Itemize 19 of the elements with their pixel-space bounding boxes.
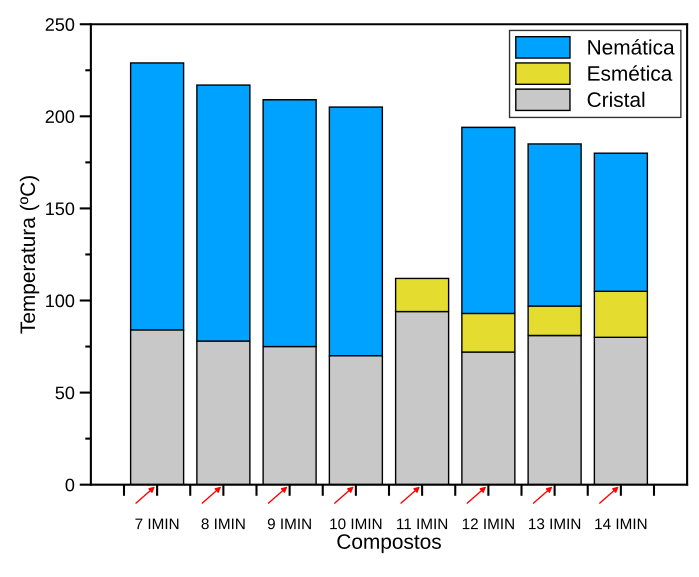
x-tick-label: 8 IMIN	[202, 518, 245, 530]
y-tick-label: 200	[46, 110, 74, 124]
legend-label: Esmética	[588, 65, 672, 81]
y-axis-title: Temperatura (ºC)	[20, 176, 40, 334]
x-tick-label: 12 IMIN	[462, 518, 514, 530]
y-tick-label: 0	[66, 478, 74, 492]
legend-label: Cristal	[588, 92, 644, 108]
x-tick-label: 7 IMIN	[135, 518, 178, 530]
legend-label: Nemática	[588, 39, 675, 55]
y-tick-label: 150	[46, 202, 74, 216]
x-tick-label: 10 IMIN	[330, 518, 382, 530]
y-tick-label: 100	[46, 294, 74, 308]
x-tick-label: 11 IMIN	[397, 518, 448, 530]
x-axis-title: Compostos	[337, 534, 441, 554]
x-tick-label: 14 IMIN	[595, 518, 646, 530]
x-tick-label: 13 IMIN	[529, 518, 580, 530]
y-tick-label: 250	[46, 18, 74, 31]
x-tick-label: 9 IMIN	[268, 518, 311, 530]
y-tick-label: 50	[56, 386, 74, 400]
